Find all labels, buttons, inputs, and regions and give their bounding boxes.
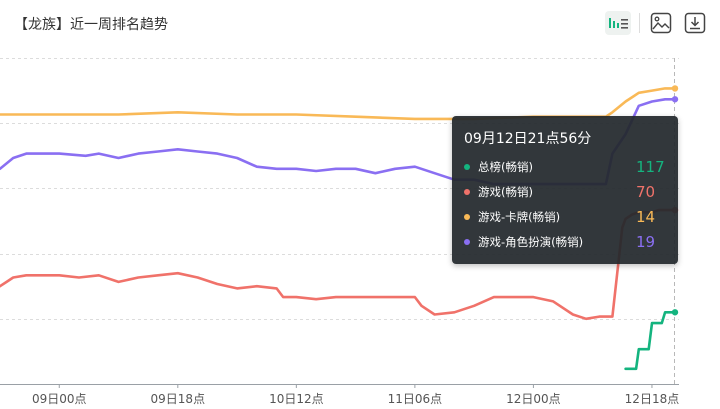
x-axis: 09日00点 09日18点 10日12点 11日06点 12日00点 12日18点: [0, 384, 679, 406]
tooltip-series-value: 14: [636, 207, 656, 226]
x-tick-label: 12日00点: [506, 392, 561, 406]
chart-title: 【龙族】近一周排名趋势: [14, 17, 168, 33]
tooltip-row: 总榜(畅销) 117: [464, 154, 666, 179]
download-icon: [684, 12, 706, 34]
bar-line-toggle-button[interactable]: [605, 11, 631, 35]
series-dot-icon: [464, 238, 470, 245]
tooltip-time: 09月12日21点56分: [464, 131, 592, 147]
series-dot-icon: [464, 188, 470, 195]
tooltip-row: 游戏-卡牌(畅销) 14: [464, 204, 666, 229]
series-endpoint-2: [671, 85, 679, 92]
image-export-button[interactable]: [648, 11, 674, 35]
data-tooltip: 09月12日21点56分 总榜(畅销) 117 游戏(畅销) 70 游戏-卡牌(…: [452, 116, 678, 264]
bar-line-toggle-icon: [609, 18, 628, 29]
series-endpoint-3: [671, 96, 679, 103]
x-tick-label: 09日00点: [32, 392, 87, 406]
image-export-icon: [650, 12, 672, 34]
series-dot-icon: [464, 163, 470, 170]
series-line-0: [624, 310, 677, 371]
series-endpoint-0: [671, 309, 679, 316]
tooltip-series-name: 游戏-卡牌(畅销): [478, 209, 561, 224]
tooltip-row: 游戏(畅销) 70: [464, 179, 666, 204]
tooltip-series-value: 70: [636, 182, 656, 201]
tooltip-series-value: 19: [636, 232, 656, 251]
x-tick-label: 09日18点: [151, 392, 206, 406]
x-tick-label: 10日12点: [269, 392, 324, 406]
x-tick-label: 12日18点: [625, 392, 680, 406]
series-dot-icon: [464, 213, 470, 220]
download-button[interactable]: [682, 11, 708, 35]
x-tick-label: 11日06点: [388, 392, 443, 406]
chart-toolbar: [605, 11, 708, 35]
tooltip-series-name: 游戏-角色扮演(畅销): [478, 234, 584, 249]
tooltip-series-value: 117: [636, 157, 665, 176]
series-line-2: [0, 87, 677, 121]
tooltip-series-name: 总榜(畅销): [478, 159, 533, 174]
tooltip-row: 游戏-角色扮演(畅销) 19: [464, 229, 666, 254]
tooltip-series-name: 游戏(畅销): [478, 184, 533, 199]
toolbar-divider: [639, 13, 640, 33]
